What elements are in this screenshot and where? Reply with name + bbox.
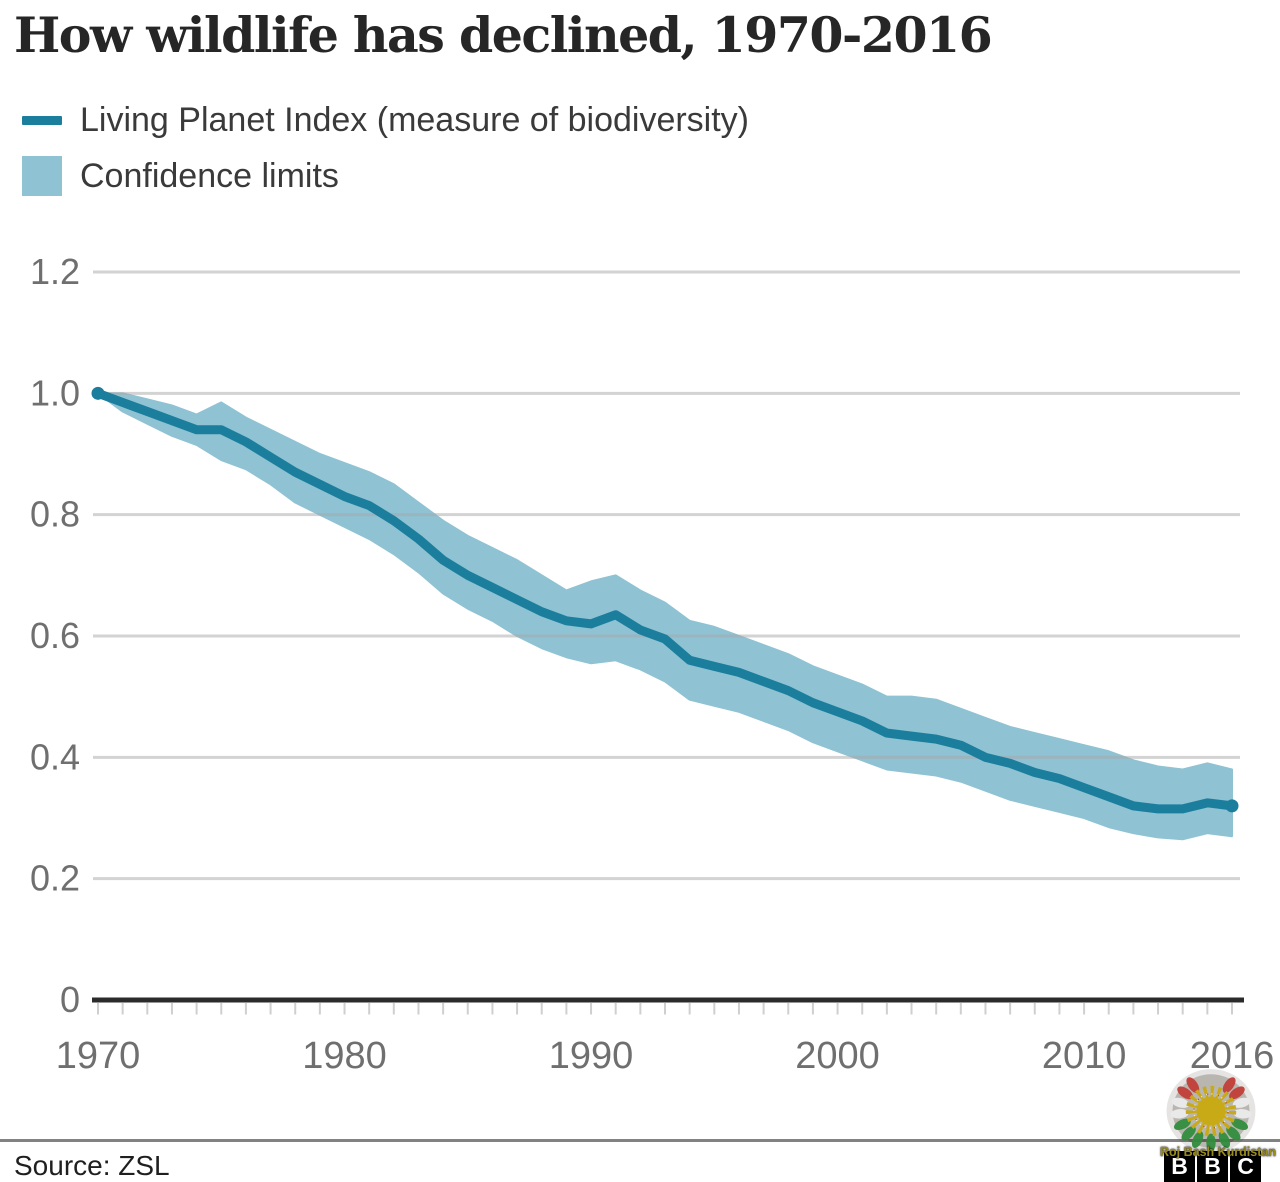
legend-label-confidence: Confidence limits bbox=[80, 156, 339, 195]
band-series-swatch-icon bbox=[22, 156, 62, 196]
bbc-logo-block: B bbox=[1164, 1151, 1195, 1182]
y-axis-label: 0.8 bbox=[30, 494, 80, 535]
legend-item-confidence: Confidence limits bbox=[22, 156, 749, 196]
x-axis-label: 2016 bbox=[1190, 1035, 1275, 1077]
kurdistan-sun-wreath-icon bbox=[1166, 1069, 1256, 1153]
line-series-swatch-icon bbox=[22, 115, 62, 125]
legend-label-lpi: Living Planet Index (measure of biodiver… bbox=[80, 100, 749, 139]
x-axis-label: 2000 bbox=[795, 1035, 880, 1077]
y-axis-label: 0 bbox=[60, 979, 80, 1020]
x-axis-label: 2010 bbox=[1042, 1035, 1127, 1077]
lpi-line bbox=[93, 388, 1237, 814]
legend: Living Planet Index (measure of biodiver… bbox=[22, 100, 749, 212]
watermark-text: Roj Bash Kurdistan bbox=[1160, 1145, 1276, 1159]
x-axis-label: 1970 bbox=[56, 1035, 141, 1077]
bbc-logo-block: B bbox=[1197, 1151, 1228, 1182]
y-axis-label: 0.2 bbox=[30, 858, 80, 899]
page-title: How wildlife has declined, 1970-2016 bbox=[14, 6, 993, 64]
line-start-dot bbox=[91, 386, 105, 400]
y-axis-label: 1.2 bbox=[30, 251, 80, 292]
y-axis-label: 1.0 bbox=[30, 372, 80, 413]
x-axis-label: 1990 bbox=[549, 1035, 634, 1077]
footer-divider bbox=[0, 1139, 1280, 1142]
legend-item-lpi: Living Planet Index (measure of biodiver… bbox=[22, 100, 749, 140]
x-axis-label: 1980 bbox=[302, 1035, 387, 1077]
source-label: Source: ZSL bbox=[14, 1150, 170, 1181]
y-axis-label: 0.6 bbox=[30, 615, 80, 656]
line-end-dot bbox=[1225, 799, 1239, 813]
bbc-logo: B B C bbox=[1164, 1151, 1261, 1182]
wreath-leaves bbox=[1170, 1077, 1252, 1152]
y-axis-label: 0.4 bbox=[30, 736, 80, 777]
bbc-logo-block: C bbox=[1230, 1151, 1261, 1182]
